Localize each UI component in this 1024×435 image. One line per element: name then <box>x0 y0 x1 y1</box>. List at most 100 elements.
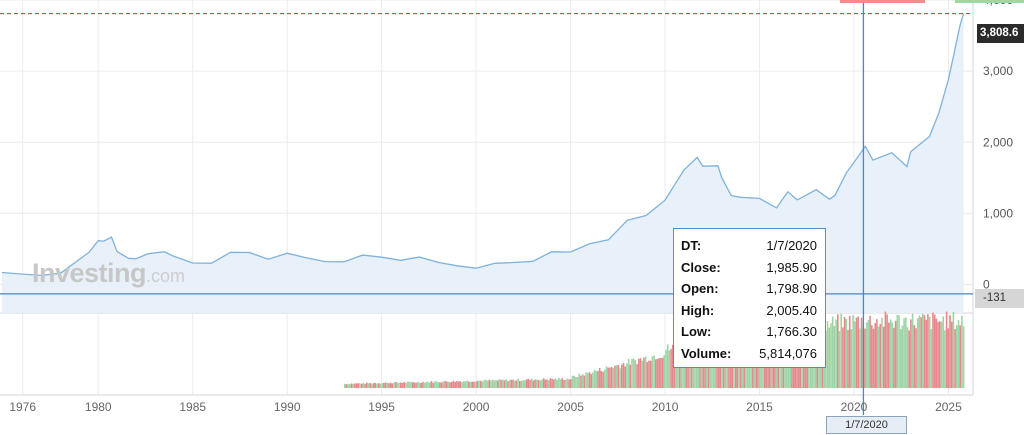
watermark-suffix: .com <box>146 266 186 286</box>
volume-bar <box>544 379 547 388</box>
volume-bar <box>949 315 951 388</box>
volume-bar <box>641 360 643 388</box>
volume-bar <box>852 315 854 388</box>
volume-bar <box>570 379 572 388</box>
volume-bar <box>629 364 632 388</box>
volume-bar <box>920 317 922 388</box>
volume-bar <box>962 326 965 388</box>
volume-bar <box>602 371 604 388</box>
volume-bar <box>607 367 609 388</box>
tooltip-row: Open: 1,798.90 <box>681 278 817 300</box>
x-tick-label: 1976 <box>9 400 36 414</box>
volume-bar <box>374 383 377 388</box>
volume-bar <box>505 379 507 388</box>
volume-bar <box>406 381 409 388</box>
volume-bar <box>461 382 463 388</box>
volume-bar <box>352 383 354 388</box>
volume-bar <box>867 319 870 388</box>
volume-bar <box>442 381 445 388</box>
volume-bar <box>626 363 628 388</box>
volume-bar <box>605 366 608 388</box>
volume-bar <box>360 383 363 388</box>
volume-bar <box>454 382 456 388</box>
volume-bar <box>905 317 907 388</box>
volume-bar <box>345 384 348 388</box>
x-tick-label: 2010 <box>652 400 679 414</box>
volume-bar <box>357 383 360 388</box>
volume-bar <box>481 381 484 388</box>
watermark-brand: Investing <box>32 258 147 288</box>
volume-bar <box>558 377 560 388</box>
volume-bar <box>459 381 462 388</box>
volume-bar <box>503 380 506 388</box>
volume-bar <box>542 378 545 388</box>
tooltip-key: Close: <box>681 259 721 275</box>
volume-bar <box>876 319 878 388</box>
volume-bar <box>534 379 536 388</box>
tooltip-row: Close: 1,985.90 <box>681 257 817 279</box>
volume-bar <box>894 320 897 388</box>
volume-bar <box>903 318 905 388</box>
volume-bar <box>918 315 921 388</box>
volume-bar <box>639 358 642 388</box>
volume-bar <box>580 375 582 388</box>
volume-bar <box>860 317 863 388</box>
volume-bar <box>930 329 933 388</box>
volume-bar <box>913 325 916 388</box>
volume-bar <box>893 327 895 388</box>
volume-bar <box>532 380 535 388</box>
volume-bar <box>843 317 846 388</box>
volume-bar <box>471 381 473 388</box>
volume-bar <box>916 318 919 388</box>
volume-bar <box>573 375 575 388</box>
x-tick-label: 2005 <box>557 400 584 414</box>
volume-bar <box>451 381 453 388</box>
volume-bar <box>932 312 934 388</box>
volume-bar <box>563 380 565 388</box>
volume-bar <box>354 383 356 388</box>
tooltip-value: 1,798.90 <box>766 281 817 296</box>
volume-bar <box>663 355 666 388</box>
volume-bar <box>899 329 902 388</box>
volume-bar <box>403 382 405 388</box>
tooltip-key: Open: <box>681 281 719 296</box>
volume-bar <box>610 367 613 388</box>
volume-bar <box>519 381 521 388</box>
volume-bar <box>520 380 523 388</box>
volume-bar <box>435 381 438 388</box>
volume-bar <box>928 316 931 388</box>
volume-bar <box>677 352 679 388</box>
volume-bar <box>571 375 574 388</box>
volume-bar <box>372 383 375 388</box>
volume-bar <box>575 377 577 388</box>
volume-bar <box>428 382 431 388</box>
tooltip-key: High: <box>681 302 715 318</box>
volume-bar <box>384 382 387 388</box>
volume-bar <box>945 311 948 388</box>
volume-bar <box>350 383 353 388</box>
volume-bar <box>483 380 485 388</box>
volume-bar <box>418 382 421 388</box>
volume-bar <box>593 370 596 388</box>
volume-bar <box>551 379 553 388</box>
volume-bar <box>831 316 834 388</box>
volume-bar <box>469 381 472 388</box>
volume-bar <box>391 383 394 388</box>
volume-bar <box>561 378 564 388</box>
volume-bar <box>828 327 831 388</box>
volume-bar <box>600 371 603 388</box>
volume-bar <box>850 329 853 388</box>
volume-bar <box>393 382 395 388</box>
volume-bar <box>440 382 443 388</box>
volume-bar <box>670 348 672 388</box>
volume-bar <box>547 380 550 388</box>
volume-bar <box>512 379 514 388</box>
volume-bar <box>556 379 558 388</box>
volume-bar <box>396 382 399 388</box>
volume-bar <box>888 322 890 388</box>
volume-bar <box>553 379 555 388</box>
volume-bar <box>925 319 927 388</box>
volume-bar <box>422 381 424 388</box>
